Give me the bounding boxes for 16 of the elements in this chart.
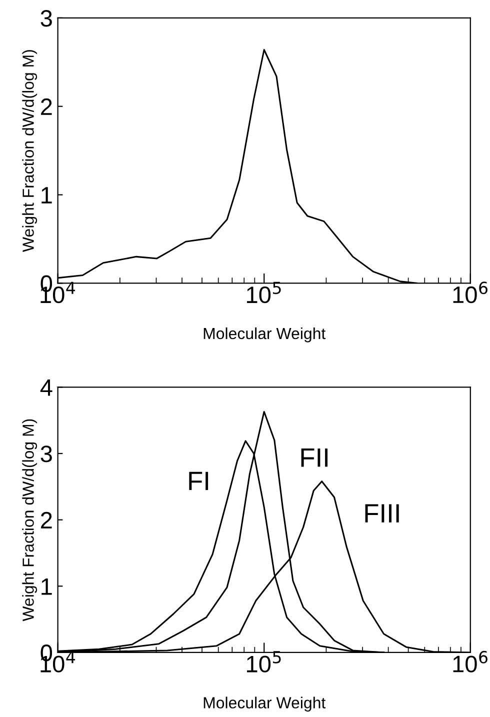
y-tick-label: 1 (42, 578, 52, 595)
x-tick-label: 10$^{6}$ (453, 282, 488, 304)
y-tick-label: 2 (41, 512, 52, 528)
y-tick-label: 2 (41, 98, 52, 115)
y-tick-label: 3 (40, 446, 52, 462)
y-tick-label: 4 (40, 379, 52, 396)
y-tick-label: 3 (40, 10, 52, 27)
x-axis-title: Molecular Weight (204, 696, 326, 712)
x-tick-label: 10$^{6}$ (453, 650, 488, 672)
x-axis-title: Molecular Weight (204, 327, 326, 342)
series-label: FIII (365, 504, 399, 522)
y-tick-label: 1 (42, 187, 52, 204)
y-axis-title: Weight Fraction dW/d(log M) (22, 50, 38, 252)
y-axis-title: Weight Fraction dW/d(log M) (22, 419, 38, 622)
series-label: FI (189, 472, 208, 490)
series-label: FII (301, 448, 328, 467)
